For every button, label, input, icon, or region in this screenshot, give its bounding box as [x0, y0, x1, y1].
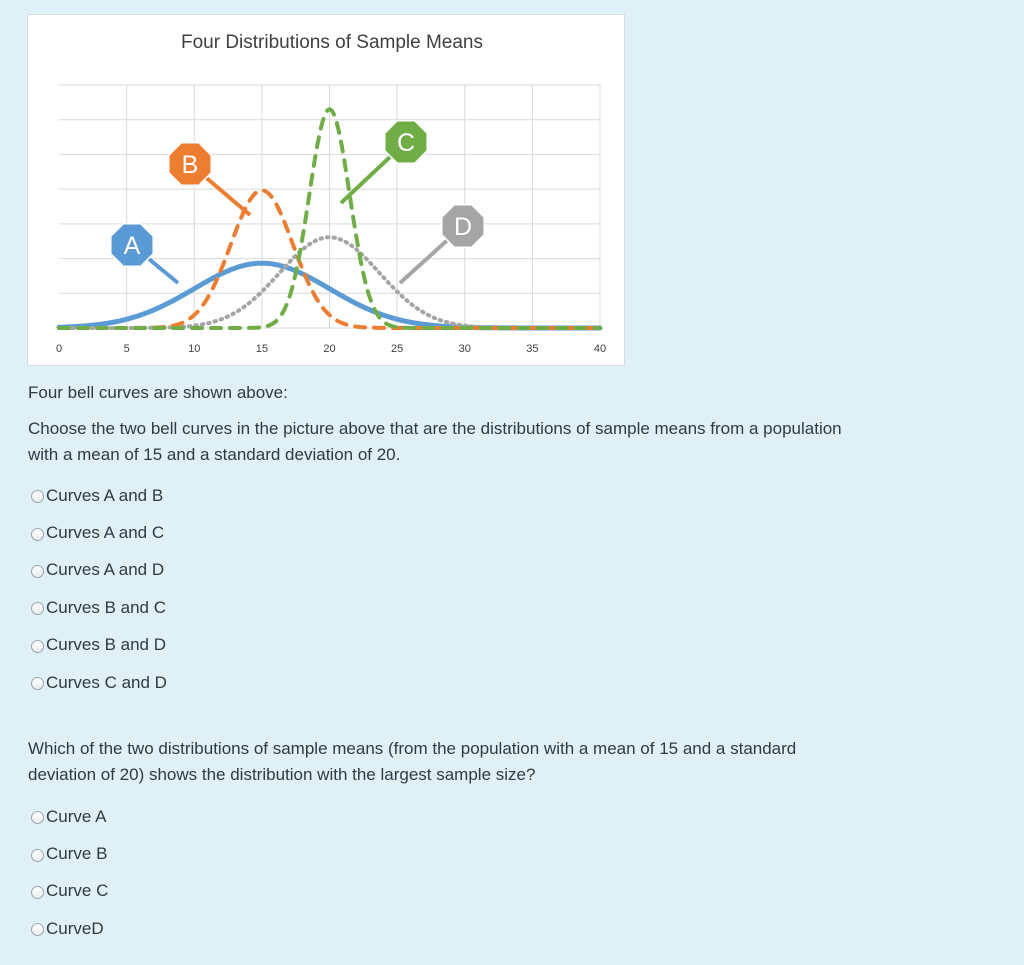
- question-2-options: Curve A Curve B Curve C CurveD: [31, 798, 108, 948]
- option-label: Curves C and D: [46, 672, 167, 692]
- option-curves-c-d[interactable]: Curves C and D: [31, 664, 167, 701]
- radio-button[interactable]: [31, 885, 44, 899]
- x-tick-label: 40: [594, 343, 606, 355]
- option-label: Curves B and C: [46, 597, 166, 617]
- option-label: Curve A: [46, 806, 107, 826]
- callout-octagon-a: [110, 223, 154, 267]
- option-curves-a-d[interactable]: Curves A and D: [31, 552, 167, 589]
- option-label: Curves A and B: [46, 485, 164, 505]
- callout-octagon-b: [168, 142, 212, 186]
- option-label: Curve B: [46, 844, 108, 864]
- question-2-line-1: Which of the two distributions of sample…: [28, 739, 797, 758]
- radio-button[interactable]: [31, 677, 44, 691]
- option-label: Curves A and C: [46, 523, 165, 543]
- intro-text: Four bell curves are shown above:: [28, 380, 998, 406]
- x-tick-label: 5: [124, 343, 130, 355]
- x-tick-label: 20: [323, 343, 335, 355]
- bell-curves-chart: Four Distributions of Sample Means 0 5 10 1…: [56, 32, 606, 355]
- callout-label-c: C: [397, 129, 415, 157]
- x-tick-label: 15: [256, 343, 268, 355]
- option-curves-a-b[interactable]: Curves A and B: [31, 477, 167, 514]
- x-tick-label: 10: [188, 343, 200, 355]
- option-curves-b-c[interactable]: Curves B and C: [31, 589, 167, 626]
- question-1-line-1: Choose the two bell curves in the pictur…: [28, 419, 842, 438]
- option-label: Curve C: [46, 881, 109, 901]
- radio-button[interactable]: [31, 848, 44, 862]
- chart-callouts: A B C D: [110, 120, 485, 285]
- curve-c: [57, 107, 602, 330]
- option-curve-d[interactable]: CurveD: [31, 910, 108, 947]
- radio-button[interactable]: [31, 490, 44, 504]
- callout-label-a: A: [124, 232, 141, 260]
- callout-octagon-c: [384, 120, 428, 164]
- option-curves-b-d[interactable]: Curves B and D: [31, 627, 167, 664]
- x-tick-label: 30: [459, 343, 471, 355]
- option-label: CurveD: [46, 918, 104, 938]
- callout-octagon-d: [441, 204, 485, 248]
- radio-button[interactable]: [31, 639, 44, 653]
- option-curve-b[interactable]: Curve B: [31, 835, 108, 872]
- option-label: Curves A and D: [46, 560, 165, 580]
- question-2-line-2: deviation of 20) shows the distribution …: [28, 765, 536, 784]
- chart-title: Four Distributions of Sample Means: [181, 32, 483, 53]
- radio-button[interactable]: [31, 602, 44, 616]
- question-1-text: Choose the two bell curves in the pictur…: [28, 416, 998, 468]
- radio-button[interactable]: [31, 811, 44, 825]
- callout-label-d: D: [454, 213, 472, 241]
- x-tick-label: 0: [56, 343, 62, 355]
- question-1-options: Curves A and B Curves A and C Curves A a…: [31, 477, 167, 701]
- callout-label-b: B: [182, 151, 199, 179]
- x-tick-label: 35: [526, 343, 538, 355]
- radio-button[interactable]: [31, 564, 44, 578]
- question-2-text: Which of the two distributions of sample…: [28, 736, 998, 788]
- radio-button[interactable]: [31, 527, 44, 541]
- chart-curves: [56, 107, 603, 331]
- intro-line: Four bell curves are shown above:: [28, 383, 288, 402]
- radio-button[interactable]: [31, 923, 44, 937]
- x-axis-ticks: 0 5 10 15 20 25 30 35 40: [56, 343, 606, 355]
- chart-container: Four Distributions of Sample Means 0 5 10 1…: [27, 14, 625, 366]
- option-curves-a-c[interactable]: Curves A and C: [31, 514, 167, 551]
- x-tick-label: 25: [391, 343, 403, 355]
- option-label: Curves B and D: [46, 635, 166, 655]
- option-curve-c[interactable]: Curve C: [31, 873, 108, 910]
- option-curve-a[interactable]: Curve A: [31, 798, 108, 835]
- question-1-line-2: with a mean of 15 and a standard deviati…: [28, 445, 401, 464]
